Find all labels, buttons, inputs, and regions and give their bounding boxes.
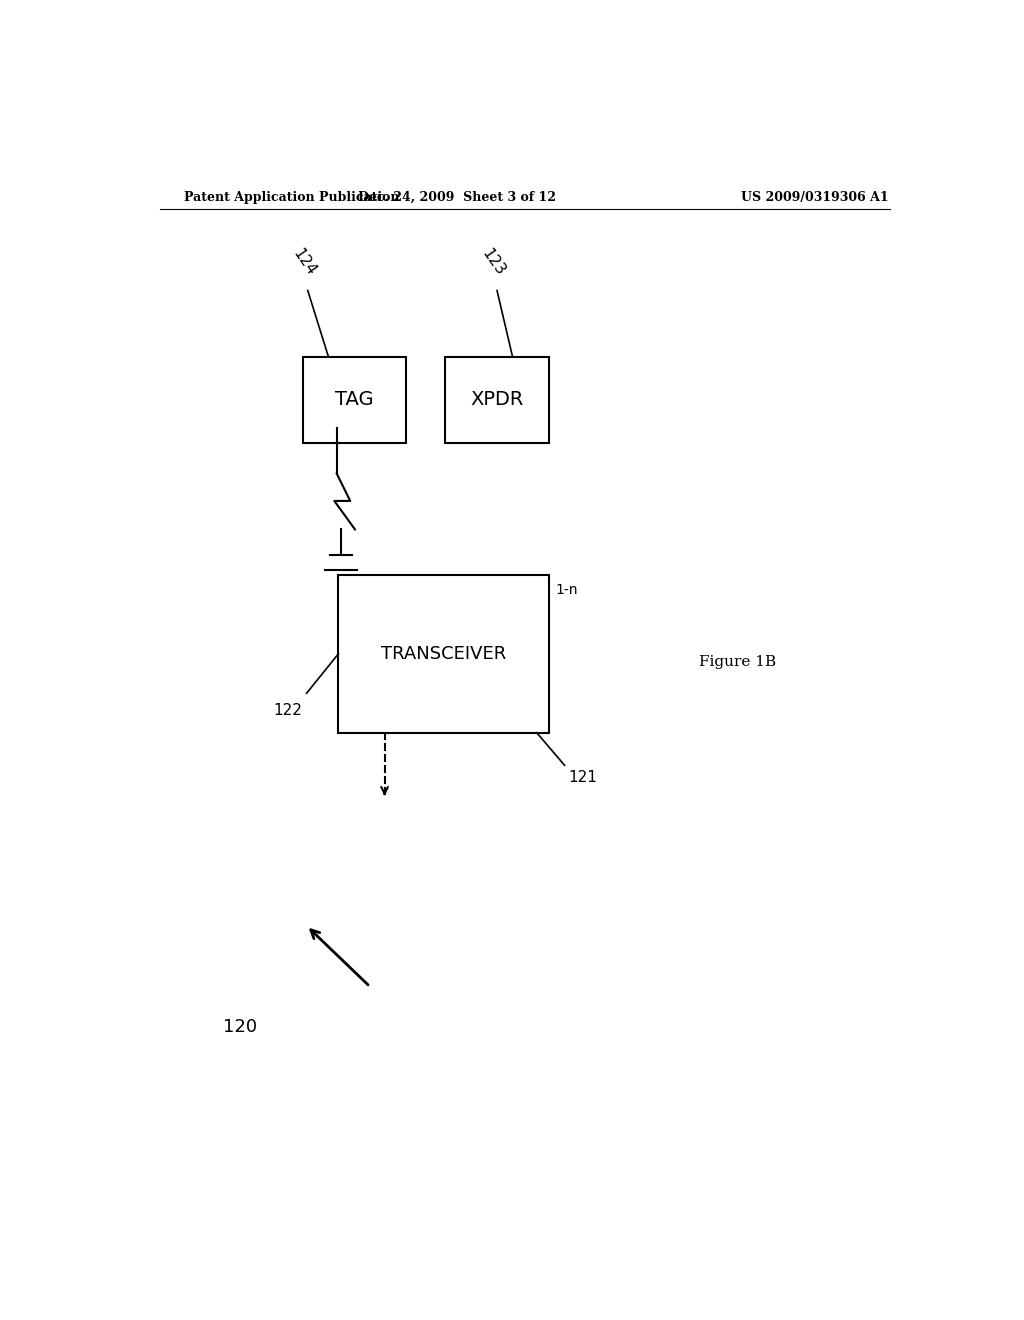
Text: TRANSCEIVER: TRANSCEIVER bbox=[381, 645, 506, 663]
Text: 123: 123 bbox=[478, 246, 508, 279]
Text: US 2009/0319306 A1: US 2009/0319306 A1 bbox=[740, 190, 888, 203]
Text: TAG: TAG bbox=[335, 391, 374, 409]
Text: Dec. 24, 2009  Sheet 3 of 12: Dec. 24, 2009 Sheet 3 of 12 bbox=[358, 190, 556, 203]
Text: Figure 1B: Figure 1B bbox=[699, 655, 776, 668]
Text: 124: 124 bbox=[290, 246, 318, 279]
Text: Patent Application Publication: Patent Application Publication bbox=[183, 190, 399, 203]
Bar bbox=[445, 356, 549, 444]
Text: 1-n: 1-n bbox=[555, 583, 578, 597]
Text: 120: 120 bbox=[223, 1019, 257, 1036]
Text: 121: 121 bbox=[568, 771, 597, 785]
Text: XPDR: XPDR bbox=[470, 391, 523, 409]
Bar bbox=[303, 356, 406, 444]
Bar bbox=[338, 576, 549, 733]
Text: 122: 122 bbox=[273, 704, 303, 718]
